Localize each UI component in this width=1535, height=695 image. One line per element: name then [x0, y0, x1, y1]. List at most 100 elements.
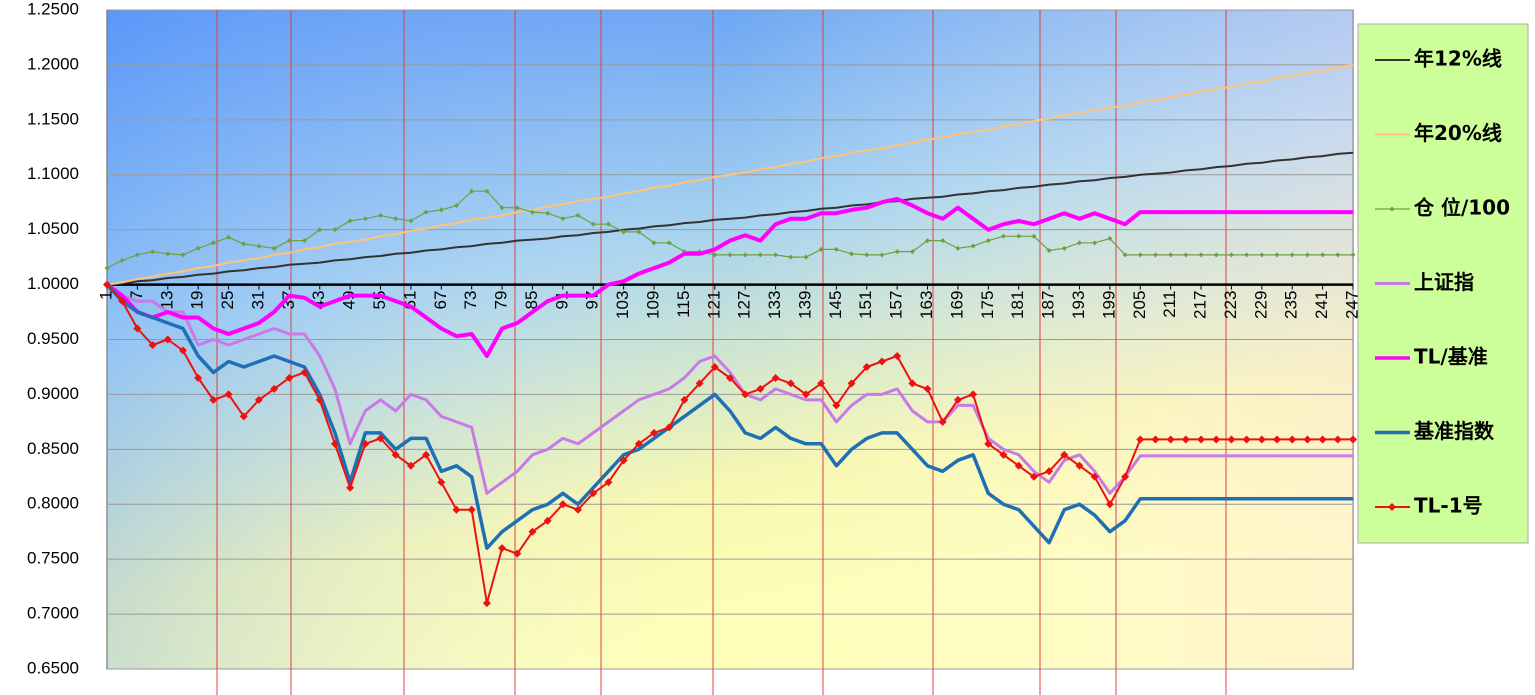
marker: [118, 297, 127, 306]
marker: [893, 351, 902, 360]
x-tick-label: 13: [157, 291, 176, 310]
marker: [1303, 435, 1312, 444]
marker: [1244, 252, 1250, 258]
marker: [801, 390, 810, 399]
x-tick-label: 67: [431, 291, 450, 310]
x-tick-label: 25: [218, 291, 237, 310]
marker: [1183, 252, 1189, 258]
y-tick-label: 1.2000: [27, 54, 79, 73]
legend-label: 年20%线: [1414, 121, 1502, 145]
marker: [560, 216, 566, 222]
x-tick-label: 121: [704, 291, 723, 319]
y-tick-label: 0.8500: [27, 439, 79, 458]
marker: [1257, 435, 1266, 444]
marker: [788, 254, 794, 260]
marker: [1213, 252, 1219, 258]
x-tick-label: 31: [248, 291, 267, 310]
x-tick-label: 193: [1069, 291, 1088, 319]
marker: [133, 324, 142, 333]
marker: [984, 439, 993, 448]
marker: [575, 212, 581, 218]
marker: [270, 384, 279, 393]
x-tick-label: 163: [917, 291, 936, 319]
marker: [741, 390, 750, 399]
marker: [1001, 233, 1007, 239]
marker: [955, 245, 961, 251]
marker: [574, 505, 583, 514]
marker: [346, 483, 355, 492]
marker: [1228, 252, 1234, 258]
marker: [469, 188, 475, 194]
marker: [513, 549, 522, 558]
marker: [239, 412, 248, 421]
x-tick-label: 139: [795, 291, 814, 319]
x-tick-label: 217: [1191, 291, 1210, 319]
marker: [1320, 252, 1326, 258]
marker: [1046, 248, 1052, 254]
x-tick-label: 79: [492, 291, 511, 310]
marker: [1349, 435, 1357, 444]
x-tick-label: 175: [978, 291, 997, 319]
series-line: [106, 151, 1354, 286]
marker: [1121, 472, 1130, 481]
marker-lines: [216, 10, 1227, 695]
legend-label: 仓 位/100: [1413, 196, 1510, 220]
marker: [529, 209, 535, 215]
marker: [803, 254, 809, 260]
marker: [163, 335, 172, 344]
y-tick-label: 0.9000: [27, 384, 79, 403]
marker: [1166, 435, 1175, 444]
marker: [756, 384, 765, 393]
marker: [1304, 252, 1310, 258]
marker: [514, 205, 520, 211]
x-tick-label: 85: [522, 291, 541, 310]
marker: [286, 238, 292, 244]
y-tick-label: 0.6500: [27, 658, 79, 677]
marker: [1333, 435, 1342, 444]
legend-label: 基准指数: [1414, 419, 1495, 443]
x-tick-label: 145: [826, 291, 845, 319]
x-tick-label: 73: [461, 291, 480, 310]
marker: [210, 240, 216, 246]
marker: [1227, 435, 1236, 444]
x-tick-label: 229: [1251, 291, 1270, 319]
marker: [985, 238, 991, 244]
marker: [862, 362, 871, 371]
marker: [1274, 252, 1280, 258]
marker: [1318, 435, 1327, 444]
marker: [1168, 252, 1174, 258]
marker: [1105, 500, 1114, 509]
x-tick-label: 1: [96, 291, 115, 300]
x-tick-label: 199: [1099, 291, 1118, 319]
marker: [773, 252, 779, 258]
x-tick-label: 223: [1221, 291, 1240, 319]
x-tick-label: 211: [1160, 291, 1179, 318]
marker: [969, 390, 978, 399]
x-tick-label: 235: [1282, 291, 1301, 319]
marker: [864, 252, 870, 258]
marker: [285, 373, 294, 382]
marker: [393, 216, 399, 222]
marker: [786, 379, 795, 388]
marker: [378, 212, 384, 218]
marker: [545, 210, 551, 216]
marker: [1090, 472, 1099, 481]
marker: [742, 252, 748, 258]
marker: [347, 218, 353, 224]
marker: [241, 241, 247, 247]
marker: [408, 218, 414, 224]
marker: [1075, 461, 1084, 470]
marker: [499, 205, 505, 211]
series-line: [106, 63, 1354, 286]
marker: [195, 245, 201, 251]
x-tick-label: 181: [1008, 291, 1027, 319]
marker: [302, 238, 308, 244]
marker: [849, 251, 855, 257]
marker: [148, 340, 157, 349]
marker: [833, 246, 839, 252]
marker: [636, 229, 642, 235]
marker: [909, 249, 915, 255]
y-tick-label: 1.2500: [27, 0, 79, 18]
marker: [361, 439, 370, 448]
marker: [254, 395, 263, 404]
